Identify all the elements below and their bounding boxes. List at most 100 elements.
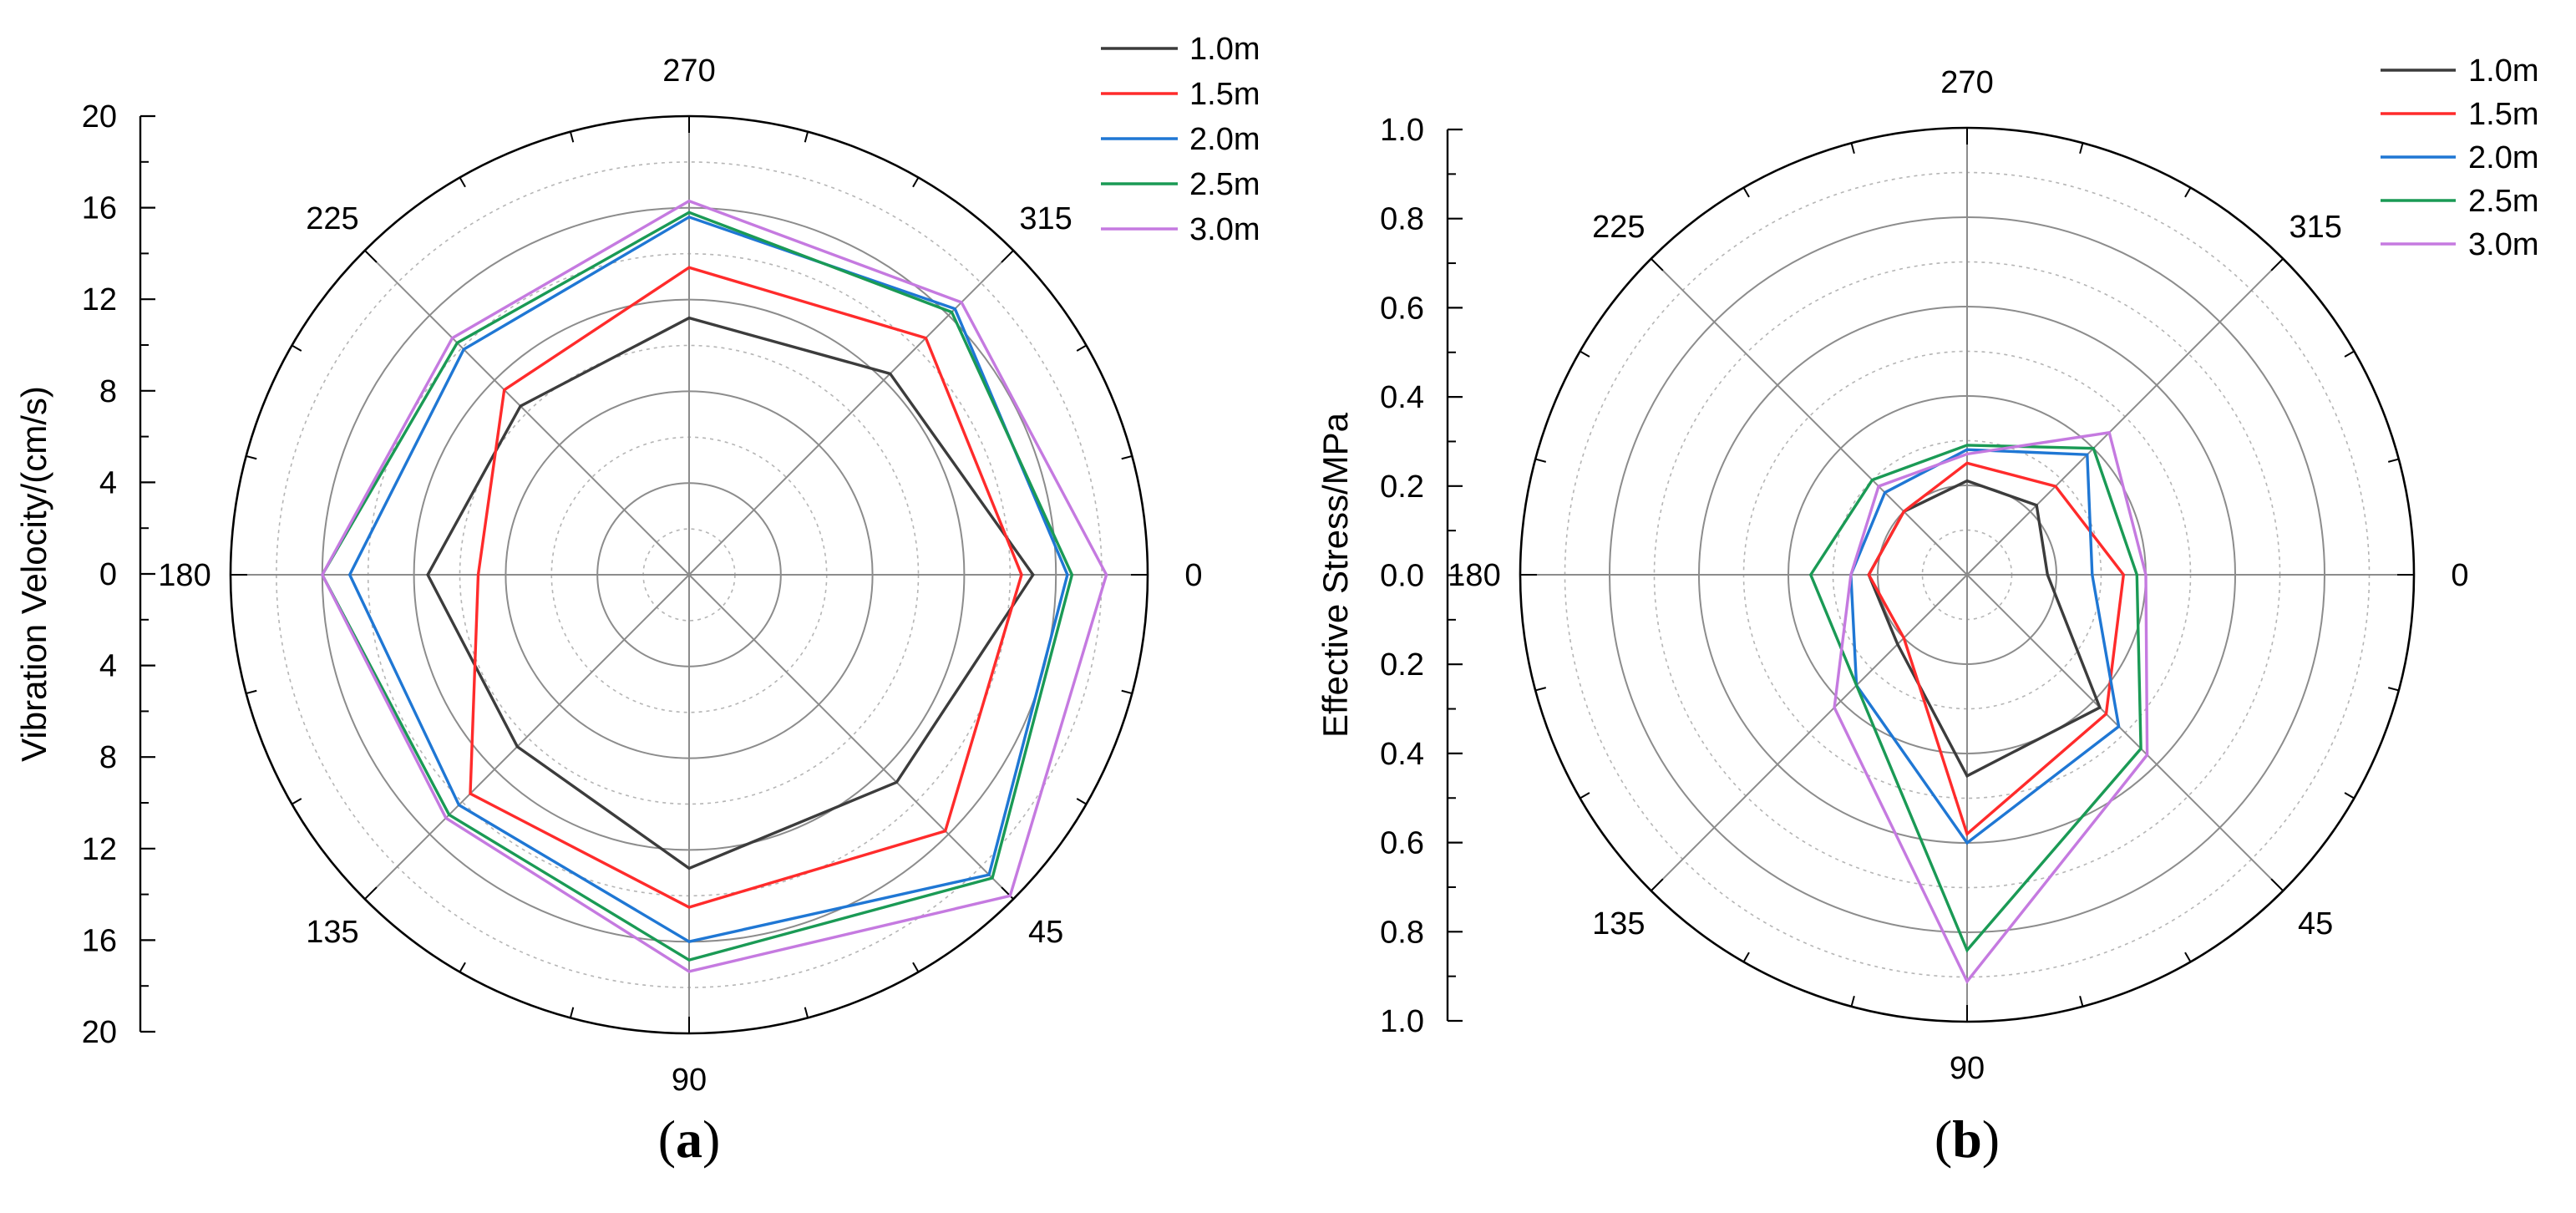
panel-label-close-paren: ): [1982, 1109, 2000, 1169]
radial-tick-label: 1.0: [1380, 1004, 1424, 1039]
angle-label-45: 45: [2298, 906, 2333, 941]
series-line-2.5m: [1808, 444, 2142, 953]
radial-tick-label: 16: [82, 923, 117, 958]
angle-tick: [364, 250, 378, 263]
angle-label-0: 0: [1184, 558, 1202, 593]
radial-tick-label: 0.0: [1380, 559, 1424, 594]
radial-tick-label: 0.6: [1380, 826, 1424, 861]
angle-label-90: 90: [672, 1063, 707, 1098]
legend-label-2.5m: 2.5m: [1189, 167, 1260, 202]
legend-label-3.0m: 3.0m: [2468, 227, 2538, 262]
angle-label-135: 135: [306, 915, 358, 950]
angle-tick: [292, 344, 302, 352]
panel-label: (b): [1935, 1109, 2000, 1169]
angle-tick: [1534, 687, 1547, 692]
series-line-1.0m: [1867, 479, 2102, 779]
legend-label-2.0m: 2.0m: [1189, 122, 1260, 157]
angle-tick: [1534, 458, 1547, 463]
angle-label-225: 225: [1592, 210, 1645, 245]
angle-tick: [1001, 886, 1014, 900]
radial-tick-label: 0.8: [1380, 202, 1424, 237]
angle-tick: [1121, 454, 1133, 460]
angle-tick: [246, 689, 257, 695]
angle-tick: [804, 1007, 809, 1018]
y-axis-title: Effective Stress/MPa: [1316, 412, 1355, 738]
angle-tick: [2270, 257, 2284, 272]
angle-tick: [292, 798, 302, 805]
angle-tick: [2270, 878, 2284, 892]
radial-tick-label: 0.2: [1380, 469, 1424, 505]
radial-tick-label: 0.4: [1380, 380, 1424, 415]
panel-label-open-paren: (: [1935, 1109, 1952, 1169]
radial-tick-label: 8: [99, 740, 117, 775]
grid-spoke: [688, 250, 1014, 576]
angle-tick: [1580, 350, 1590, 358]
angle-tick: [2184, 952, 2192, 962]
grid-spoke: [688, 574, 1014, 900]
legend-label-2.5m: 2.5m: [2468, 184, 2538, 219]
series-line-1.5m: [469, 266, 1023, 909]
radial-tick-label: 0.6: [1380, 291, 1424, 326]
grid-spoke: [1966, 257, 2284, 576]
radial-tick-label: 8: [99, 374, 117, 409]
radial-tick-label: 0.8: [1380, 915, 1424, 950]
radial-tick-label: 4: [99, 465, 117, 500]
series-line-2.0m: [1849, 448, 2121, 845]
angle-label-315: 315: [1019, 201, 1072, 236]
panel-label: (a): [658, 1109, 721, 1169]
angle-tick: [2079, 142, 2084, 155]
angle-tick: [569, 1007, 575, 1018]
angle-tick: [1121, 689, 1133, 695]
grid-spoke: [1966, 574, 2284, 892]
legend-label-1.0m: 1.0m: [1189, 32, 1260, 67]
series-line-3.0m: [1833, 430, 2149, 984]
legend-label-1.5m: 1.5m: [1189, 77, 1260, 112]
angle-tick: [2184, 187, 2192, 198]
series-line-3.0m: [320, 199, 1108, 973]
panel-label-open-paren: (: [658, 1109, 676, 1169]
radial-tick-label: 16: [82, 191, 117, 226]
angle-tick: [1650, 878, 1664, 892]
angle-tick: [2344, 350, 2355, 358]
series-line-1.0m: [426, 316, 1035, 870]
grid-spoke: [364, 574, 690, 900]
radial-tick-label: 4: [99, 649, 117, 684]
radial-tick-label: 12: [82, 282, 117, 317]
angle-label-135: 135: [1592, 906, 1645, 941]
angle-tick: [1001, 250, 1014, 263]
angle-label-270: 270: [1940, 65, 1993, 100]
legend-label-2.0m: 2.0m: [2468, 140, 2538, 175]
angle-label-270: 270: [662, 53, 715, 89]
angle-tick: [1650, 257, 1664, 272]
radial-tick-label: 12: [82, 832, 117, 867]
radial-tick-label: 0.4: [1380, 737, 1424, 772]
grid-spoke: [1650, 257, 1968, 576]
angle-tick: [2387, 458, 2400, 463]
angle-label-90: 90: [1950, 1051, 1985, 1086]
legend-label-1.5m: 1.5m: [2468, 97, 2538, 132]
angle-tick: [569, 131, 575, 143]
angle-tick: [1850, 142, 1855, 155]
radial-tick-label: 20: [82, 1015, 117, 1050]
radial-tick-label: 0.2: [1380, 647, 1424, 683]
grid-spoke: [364, 250, 690, 576]
y-axis-title: Vibration Velocity/(cm/s): [14, 386, 53, 762]
series-line-2.0m: [347, 215, 1069, 944]
angle-tick: [364, 886, 378, 900]
angle-label-180: 180: [158, 558, 210, 593]
radial-tick-label: 0: [99, 557, 117, 592]
angle-tick: [246, 454, 257, 460]
angle-label-315: 315: [2289, 210, 2341, 245]
series-line-1.5m: [1867, 461, 2126, 837]
angle-tick: [804, 131, 809, 143]
angle-tick: [2387, 687, 2400, 692]
panel-label-letter: b: [1952, 1109, 1982, 1169]
angle-tick: [1076, 344, 1087, 352]
angle-tick: [459, 177, 466, 188]
angle-tick: [2079, 995, 2084, 1007]
panel-label-close-paren: ): [702, 1109, 720, 1169]
angle-tick: [912, 177, 920, 188]
legend-label-1.0m: 1.0m: [2468, 53, 2538, 89]
legend-label-3.0m: 3.0m: [1189, 212, 1260, 247]
